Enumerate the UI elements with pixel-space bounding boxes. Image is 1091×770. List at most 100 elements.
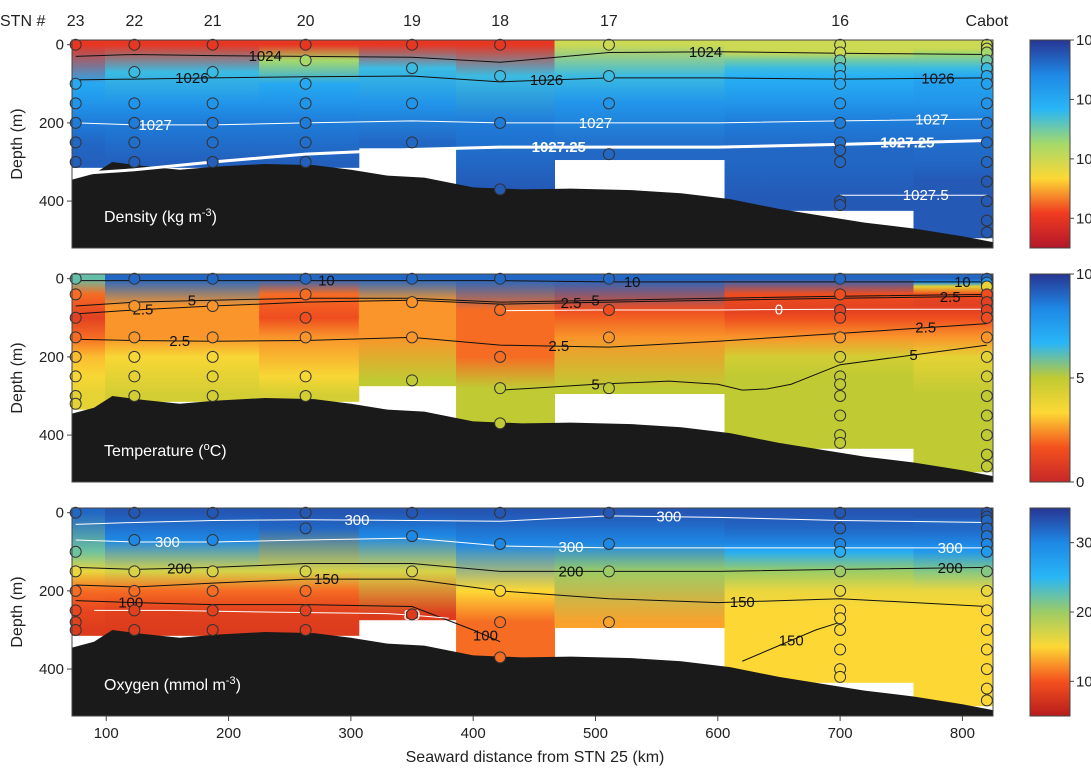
contour-label: 2.5 (915, 320, 936, 337)
contour-label: 10 (954, 274, 971, 291)
sample-point (834, 77, 847, 90)
station-label: 21 (204, 13, 222, 30)
sample-point (299, 506, 312, 519)
sample-point (494, 183, 507, 196)
y-tick-label: 0 (56, 37, 64, 54)
field-column (456, 40, 556, 196)
sample-point (494, 584, 507, 597)
y-tick-label: 200 (39, 583, 64, 600)
contour-label: 150 (314, 571, 339, 588)
panel-density: 1024 1024 1026 1026 1026 1027 1027 1027 1027.25 1… (9, 32, 1091, 249)
sample-point (834, 350, 847, 363)
contour-line (75, 295, 987, 315)
sample-point (299, 565, 312, 578)
contour-label: 1026 (175, 70, 208, 87)
sample-point (299, 77, 312, 90)
sample-point (980, 409, 993, 422)
sample-point (206, 38, 219, 51)
contour-line (75, 118, 987, 126)
sample-point (206, 534, 219, 547)
sample-point (128, 272, 141, 285)
station-label: 18 (491, 13, 509, 30)
colorbar-tick-label: 1022 (1076, 210, 1091, 227)
bathymetry (72, 629, 993, 716)
sample-point (980, 694, 993, 707)
sample-point (69, 545, 82, 558)
panel-label: Temperature (oC) (104, 441, 227, 460)
x-tick-label: 100 (94, 725, 119, 742)
sample-point (494, 303, 507, 316)
sample-point (406, 565, 419, 578)
colorbar-tick-label: 5 (1076, 370, 1084, 387)
sample-point (406, 38, 419, 51)
contour-line (75, 563, 987, 572)
sample-point (128, 136, 141, 149)
contour-label: 300 (559, 539, 584, 556)
sample-point (602, 331, 615, 344)
sample-point (494, 350, 507, 363)
colorbar-gradient (1029, 507, 1071, 717)
contour-label: 200 (938, 560, 963, 577)
colorbar-temperature: 0 5 10 (1029, 266, 1091, 491)
sample-point (299, 389, 312, 402)
contour-label: 1027 (915, 112, 948, 129)
x-tick-label: 700 (828, 725, 853, 742)
contour-label: 200 (559, 563, 584, 580)
sample-point (299, 311, 312, 324)
contour-line (75, 578, 987, 608)
x-tick-label: 800 (950, 725, 975, 742)
sample-point (980, 604, 993, 617)
field-column (456, 508, 556, 664)
sample-point (406, 97, 419, 110)
samples (69, 38, 993, 239)
sample-point (980, 663, 993, 676)
sample-point (494, 272, 507, 285)
field-column (913, 274, 993, 473)
sample-point (69, 311, 82, 324)
sample-point (69, 331, 82, 344)
sample-point (206, 272, 219, 285)
sample-point (494, 651, 507, 664)
station-label: 20 (297, 13, 315, 30)
sample-point (128, 623, 141, 636)
sample-point (494, 38, 507, 51)
sample-point (980, 175, 993, 188)
sample-point (69, 77, 82, 90)
sample-point (299, 623, 312, 636)
sample-point (206, 331, 219, 344)
sample-point (602, 382, 615, 395)
y-tick-label: 400 (39, 661, 64, 678)
contour-label: 200 (167, 560, 192, 577)
sample-point (834, 612, 847, 625)
sample-point (602, 272, 615, 285)
contour-label: 1027.5 (903, 187, 949, 204)
contour-label: 1027.25 (532, 139, 586, 156)
bathymetry (72, 161, 993, 248)
sample-point (406, 296, 419, 309)
sample-point (602, 616, 615, 629)
sample-point (128, 66, 141, 79)
sample-point (602, 148, 615, 161)
contour-label: 300 (155, 534, 180, 551)
contour-label: 300 (656, 509, 681, 526)
sample-point (602, 97, 615, 110)
contour-label: 1026 (530, 72, 563, 89)
station-header: STN # 23 22 21 20 19 18 17 16 Cabot (0, 13, 1009, 30)
sample-point (980, 448, 993, 461)
sample-point (494, 616, 507, 629)
x-tick-label: 500 (583, 725, 608, 742)
sample-point (980, 370, 993, 383)
sample-point (206, 506, 219, 519)
sample-point (494, 382, 507, 395)
sample-point (834, 198, 847, 211)
contour-label: 150 (730, 594, 755, 611)
panels: 1024 1024 1026 1026 1026 1027 1027 1027 1027.25 1… (9, 32, 1091, 717)
sample-point (834, 144, 847, 157)
contour-label: 150 (779, 632, 804, 649)
contour-label: 100 (473, 627, 498, 644)
colorbar-tick-label: 200 (1076, 604, 1091, 621)
sample-point (980, 389, 993, 402)
sample-point (406, 272, 419, 285)
sample-point (206, 97, 219, 110)
